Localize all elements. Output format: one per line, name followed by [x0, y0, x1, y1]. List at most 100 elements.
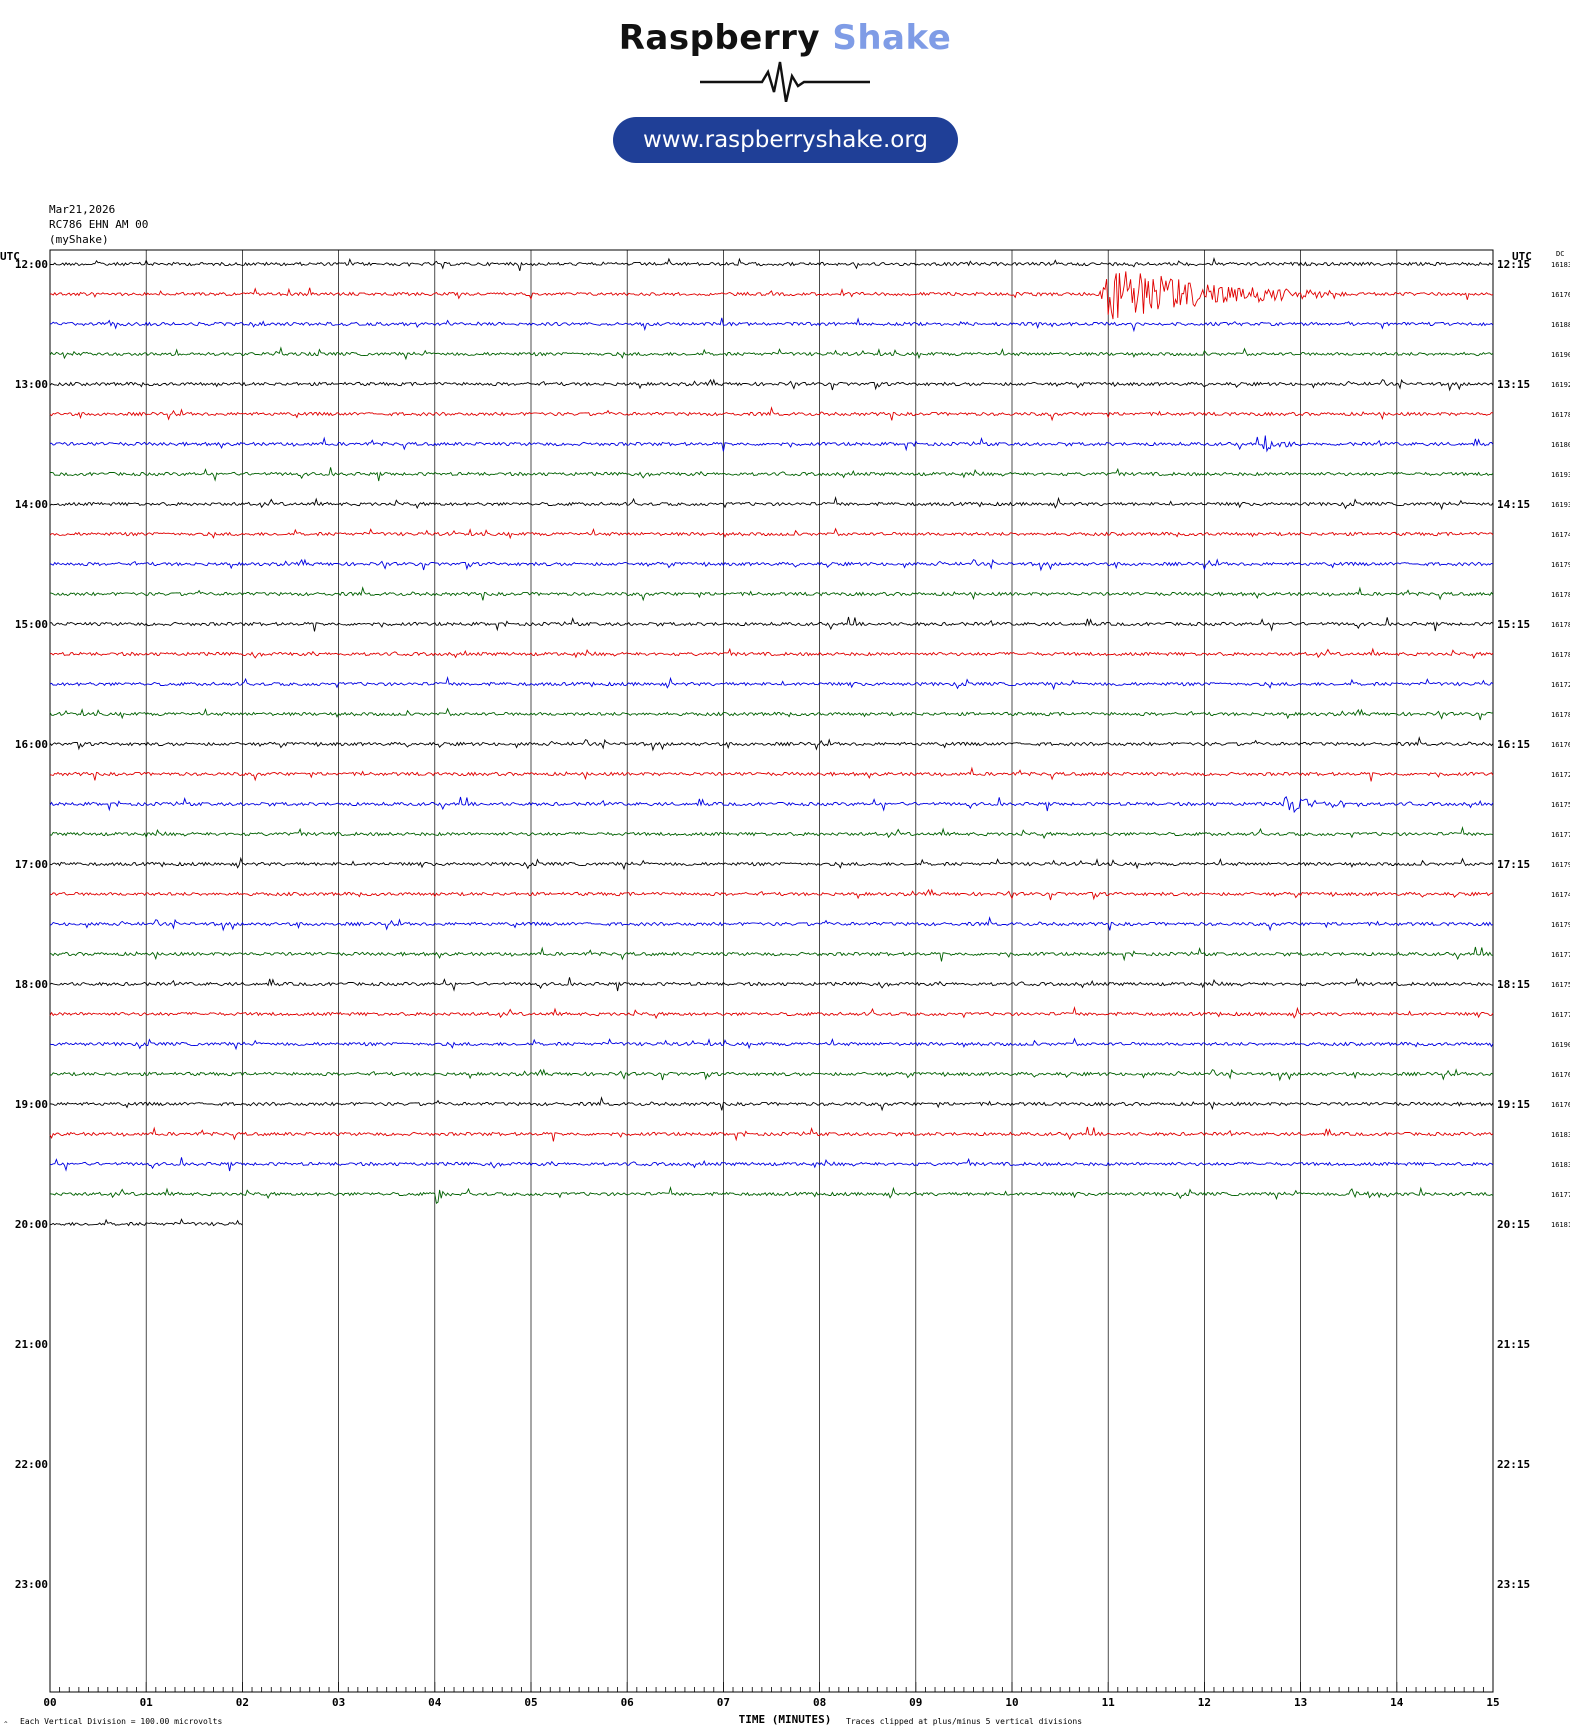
hour-label-right: 22:15 — [1497, 1458, 1530, 1471]
trace-row — [49, 1126, 1494, 1142]
dc-value: 16179 — [1551, 561, 1570, 569]
dc-value: 16178 — [1551, 411, 1570, 419]
trace-row — [49, 1218, 243, 1227]
trace-row — [49, 1185, 1494, 1204]
dc-value: 16190 — [1551, 351, 1570, 359]
trace-row — [49, 825, 1494, 840]
trace-row — [49, 346, 1494, 361]
dc-value: 16175 — [1551, 981, 1570, 989]
dc-value: 16177 — [1551, 1011, 1570, 1019]
x-tick-label: 13 — [1294, 1696, 1307, 1709]
dc-value: 16177 — [1551, 951, 1570, 959]
hour-label-right: 16:15 — [1497, 738, 1530, 751]
dc-value: 16177 — [1551, 831, 1570, 839]
trace-row — [49, 406, 1494, 422]
dc-value: 16188 — [1551, 321, 1570, 329]
x-tick-label: 08 — [813, 1696, 826, 1709]
brand-part2: Shake — [832, 18, 952, 58]
brand-part1: Raspberry — [618, 18, 821, 58]
dc-value: 16193 — [1551, 471, 1570, 479]
dc-header: DC — [1556, 250, 1564, 258]
hour-label-right: 15:15 — [1497, 618, 1530, 631]
trace-row — [49, 795, 1494, 814]
trace-row — [49, 1096, 1494, 1112]
hour-label-right: 19:15 — [1497, 1098, 1530, 1111]
plot-frame — [49, 249, 1494, 1693]
dc-value: 16179 — [1551, 921, 1570, 929]
trace-row — [49, 1037, 1494, 1051]
dc-value: 16193 — [1551, 501, 1570, 509]
x-tick-label: 04 — [428, 1696, 442, 1709]
x-tick-label: 15 — [1486, 1696, 1499, 1709]
x-tick-label: 07 — [717, 1696, 730, 1709]
hour-label-left: 19:00 — [15, 1098, 48, 1111]
dc-value: 16176 — [1551, 741, 1570, 749]
dc-value: 16183 — [1551, 1131, 1570, 1139]
dc-value: 16176 — [1551, 1101, 1570, 1109]
trace-row — [49, 378, 1494, 392]
dc-value: 16172 — [1551, 681, 1570, 689]
dc-value: 16181 — [1551, 1221, 1570, 1229]
vertical-division-note: Each Vertical Division = 100.00 microvol… — [20, 1717, 222, 1726]
trace-row — [49, 558, 1494, 572]
clipping-note: Traces clipped at plus/minus 5 vertical … — [846, 1717, 1082, 1726]
dc-value: 16180 — [1551, 441, 1570, 449]
dc-value: 16175 — [1551, 801, 1570, 809]
hour-label-left: 17:00 — [15, 858, 48, 871]
trace-row — [49, 257, 1494, 272]
dc-value: 16178 — [1551, 621, 1570, 629]
dc-value: 16192 — [1551, 381, 1570, 389]
hour-label-left: 13:00 — [15, 378, 48, 391]
trace-row — [49, 1005, 1494, 1020]
hour-label-left: 12:00 — [15, 258, 48, 271]
trace-row — [49, 707, 1494, 721]
trace-row — [49, 586, 1494, 602]
x-tick-label: 05 — [524, 1696, 537, 1709]
hour-label-right: 23:15 — [1497, 1578, 1530, 1591]
date-label: Mar21,2026 — [49, 203, 116, 216]
trace-row — [49, 467, 1494, 482]
hour-label-left: 18:00 — [15, 978, 48, 991]
dc-value: 16176 — [1551, 291, 1570, 299]
hour-label-left: 20:00 — [15, 1218, 48, 1231]
dc-value: 16174 — [1551, 531, 1570, 539]
x-tick-label: 11 — [1102, 1696, 1116, 1709]
hour-label-right: 12:15 — [1497, 258, 1530, 271]
x-tick-label: 12 — [1198, 1696, 1211, 1709]
dc-value: 16177 — [1551, 1191, 1570, 1199]
hour-label-left: 23:00 — [15, 1578, 48, 1591]
trace-row — [49, 977, 1494, 992]
hour-label-right: 21:15 — [1497, 1338, 1530, 1351]
trace-row — [49, 495, 1494, 511]
trace-row — [49, 1157, 1494, 1172]
dc-value: 16183 — [1551, 1161, 1570, 1169]
x-tick-label: 00 — [43, 1696, 56, 1709]
hour-label-left: 14:00 — [15, 498, 48, 511]
dc-value: 16179 — [1551, 861, 1570, 869]
x-tick-label: 14 — [1390, 1696, 1404, 1709]
x-tick-label: 03 — [332, 1696, 345, 1709]
hour-label-left: 15:00 — [15, 618, 48, 631]
hour-label-right: 18:15 — [1497, 978, 1530, 991]
trace-row — [49, 317, 1494, 333]
hour-label-right: 14:15 — [1497, 498, 1530, 511]
hour-label-right: 17:15 — [1497, 858, 1530, 871]
dc-value: 16178 — [1551, 711, 1570, 719]
station-label: RC786 EHN AM 00 — [49, 218, 149, 231]
trace-row — [49, 916, 1494, 932]
hour-label-right: 13:15 — [1497, 378, 1530, 391]
trace-row — [49, 946, 1494, 962]
trace-row — [49, 616, 1494, 632]
trace-row — [49, 527, 1494, 540]
source-label: (myShake) — [49, 233, 109, 246]
trace-row — [49, 888, 1494, 901]
url-link[interactable]: www.raspberryshake.org — [613, 117, 958, 163]
x-axis-label: TIME (MINUTES) — [739, 1713, 832, 1726]
brand-logo: Raspberry Shake — [0, 18, 1570, 58]
dc-value: 16172 — [1551, 771, 1570, 779]
dc-value: 16176 — [1551, 1071, 1570, 1079]
x-tick-label: 02 — [236, 1696, 249, 1709]
utc-left-header: UTC — [0, 250, 20, 263]
x-tick-label: 06 — [621, 1696, 635, 1709]
